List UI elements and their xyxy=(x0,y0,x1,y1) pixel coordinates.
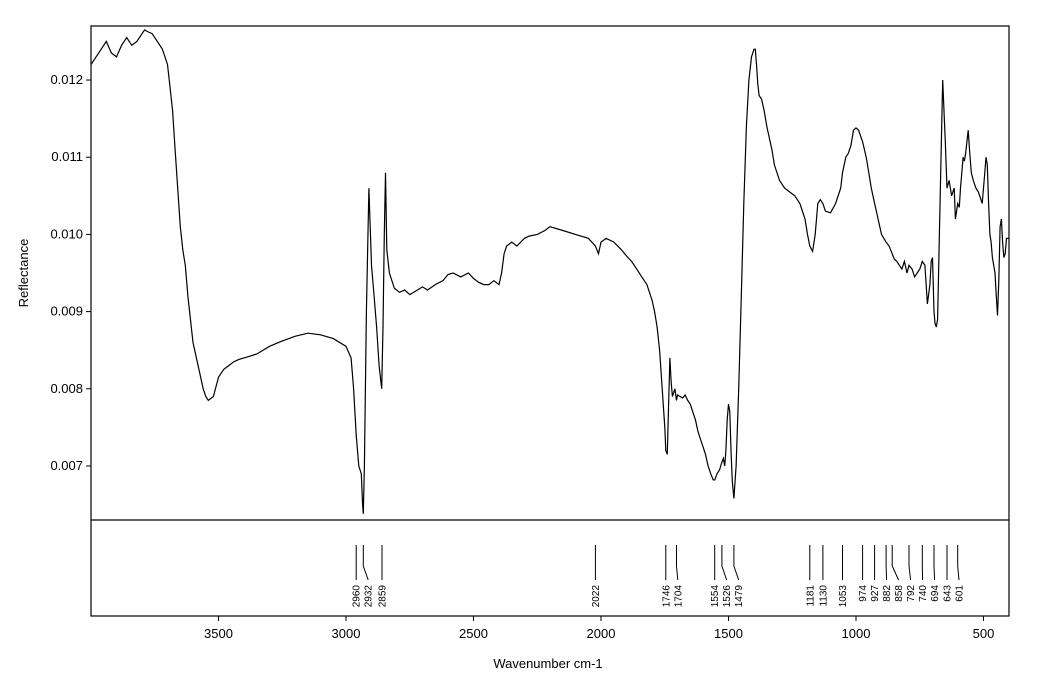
x-tick-label: 2500 xyxy=(459,626,488,641)
y-tick-label: 0.012 xyxy=(50,72,83,87)
x-axis-ticks: 3500 3000 2500 2000 1500 1000 500 xyxy=(204,616,994,641)
peak-marker-line xyxy=(733,545,740,581)
y-tick-label: 0.010 xyxy=(50,226,83,241)
peak-label: 1526 xyxy=(722,585,733,608)
peak-label: 643 xyxy=(943,585,954,602)
peak-label: 882 xyxy=(882,585,893,602)
peak-label: 601 xyxy=(955,585,966,602)
peak-marker-line xyxy=(676,545,679,581)
x-tick-label: 1000 xyxy=(842,626,871,641)
x-tick-label: 3000 xyxy=(332,626,361,641)
x-tick-label: 2000 xyxy=(587,626,616,641)
peak-marker-line xyxy=(908,545,912,581)
plot-frame xyxy=(90,25,1010,617)
peak-marker-line xyxy=(891,545,900,581)
y-axis-label: Reflectance xyxy=(16,239,31,308)
peak-markers: 2960 2932 2859 2022 1746 1704 1554 1526 1479 1181… xyxy=(352,545,966,607)
peak-label: 2932 xyxy=(364,585,375,608)
peak-label: 740 xyxy=(918,585,929,602)
peak-label: 694 xyxy=(930,585,941,602)
x-axis-label: Wavenumber cm-1 xyxy=(493,656,602,671)
peak-label: 792 xyxy=(906,585,917,602)
peak-label: 2859 xyxy=(378,585,389,608)
peak-marker-line xyxy=(957,545,960,581)
peak-label: 858 xyxy=(894,585,905,602)
peak-label: 1053 xyxy=(838,585,849,608)
y-tick-label: 0.011 xyxy=(51,149,83,164)
x-tick-label: 3500 xyxy=(204,626,233,641)
x-tick-label: 1500 xyxy=(714,626,743,641)
peak-label: 1746 xyxy=(661,585,672,608)
spectrum-series-line xyxy=(90,29,1009,514)
y-tick-label: 0.009 xyxy=(50,304,83,319)
y-tick-label: 0.007 xyxy=(50,458,83,473)
peak-label: 1130 xyxy=(818,585,829,607)
peak-marker-line xyxy=(885,545,888,581)
peak-label: 927 xyxy=(870,585,881,602)
peak-label: 2960 xyxy=(352,585,363,608)
y-axis-ticks: 0.007 0.008 0.009 0.010 0.011 0.012 xyxy=(50,72,91,473)
peak-label: 1181 xyxy=(805,585,816,607)
peak-label: 2022 xyxy=(591,585,602,608)
peak-label: 1554 xyxy=(710,585,721,608)
y-tick-label: 0.008 xyxy=(50,381,83,396)
peak-label: 1479 xyxy=(734,585,745,608)
peak-label: 1704 xyxy=(673,585,684,608)
peak-marker-line xyxy=(721,545,728,581)
peak-marker-line xyxy=(362,545,369,581)
peak-marker-line xyxy=(933,545,936,581)
x-tick-label: 500 xyxy=(973,626,995,641)
peak-label: 974 xyxy=(858,585,869,602)
